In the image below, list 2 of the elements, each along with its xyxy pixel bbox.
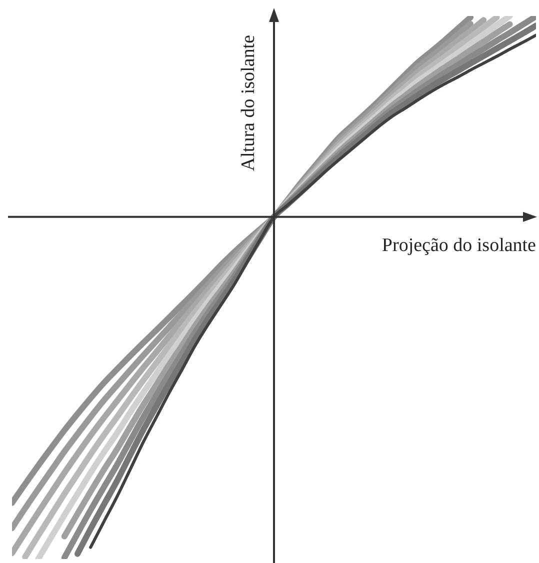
x-axis-title: Projeção do isolante [382,234,536,256]
y-axis-title: Altura do isolante [238,34,259,172]
